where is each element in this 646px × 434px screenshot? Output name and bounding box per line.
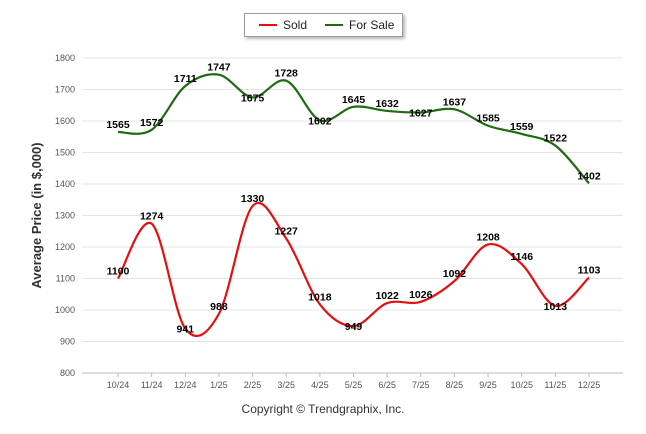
data-label-sold: 1100 [107, 266, 130, 278]
x-tick-label: 5/25 [345, 380, 363, 390]
x-tick-label: 10/25 [510, 380, 533, 390]
data-label-for-sale: 1627 [409, 107, 433, 119]
data-label-for-sale: 1632 [375, 98, 399, 110]
data-label-sold: 1274 [140, 211, 164, 223]
legend-label-sold: Sold [283, 18, 308, 32]
data-label-for-sale: 1585 [476, 113, 500, 125]
series-lines [117, 73, 590, 337]
gridlines [82, 57, 623, 374]
data-label-for-sale: 1402 [577, 170, 601, 182]
data-label-sold: 1013 [544, 301, 568, 313]
chart-legend: Sold For Sale [244, 13, 403, 37]
y-tick-label: 1000 [55, 305, 75, 315]
legend-swatch-for-sale [325, 24, 344, 26]
y-tick-label: 1200 [55, 242, 75, 252]
data-label-for-sale: 1637 [443, 96, 467, 108]
x-tick-label: 2/25 [244, 380, 262, 390]
x-tick-label: 4/25 [311, 380, 329, 390]
data-label-sold: 949 [345, 321, 363, 333]
x-tick-label: 9/25 [479, 380, 497, 390]
data-label-for-sale: 1645 [342, 94, 366, 106]
copyright-text: Copyright © Trendgraphix, Inc. [241, 402, 405, 416]
x-tick-label: 1/25 [210, 380, 228, 390]
data-label-for-sale: 1728 [275, 68, 299, 80]
data-label-for-sale: 1559 [510, 121, 534, 133]
data-label-sold: 1022 [375, 290, 399, 302]
data-label-for-sale: 1711 [174, 73, 197, 85]
x-tick-label: 12/25 [578, 380, 601, 390]
data-labels: 1100 1274 941 988 1330 1227 1018 949 1022 1026 109… [106, 62, 601, 336]
legend-item-sold[interactable]: Sold [259, 18, 307, 32]
data-label-for-sale: 1675 [241, 92, 265, 104]
x-tick-label: 12/24 [174, 380, 197, 390]
x-tick-label: 6/25 [378, 380, 396, 390]
data-label-for-sale: 1572 [140, 117, 164, 129]
data-label-sold: 1092 [443, 268, 467, 280]
data-label-sold: 988 [210, 301, 228, 313]
data-label-for-sale: 1747 [207, 62, 231, 74]
series-line-for-sale [117, 73, 590, 185]
data-label-sold: 1026 [409, 289, 433, 301]
y-axis-title: Average Price (in $,000) [29, 142, 44, 288]
data-label-for-sale: 1522 [544, 133, 568, 145]
x-tick-label: 11/25 [544, 380, 566, 390]
data-label-sold: 1146 [510, 251, 533, 263]
y-tick-label: 900 [60, 337, 75, 347]
y-tick-label: 1800 [55, 53, 75, 63]
data-label-sold: 1330 [241, 193, 265, 205]
x-tick-label: 10/24 [107, 380, 130, 390]
legend-label-for-sale: For Sale [349, 18, 395, 32]
x-tick-label: 11/24 [141, 380, 163, 390]
y-tick-label: 1600 [55, 116, 75, 126]
x-tick-label: 8/25 [446, 380, 464, 390]
legend-swatch-sold [259, 24, 277, 26]
y-tick-label: 1100 [56, 274, 75, 284]
data-label-for-sale: 1602 [308, 115, 332, 127]
x-tick-label: 7/25 [412, 380, 430, 390]
data-label-for-sale: 1565 [106, 119, 130, 131]
y-tick-label: 800 [60, 368, 75, 378]
y-tick-label: 1400 [55, 179, 75, 189]
data-label-sold: 1018 [308, 291, 332, 303]
y-tick-label: 1700 [55, 85, 75, 95]
data-label-sold: 1103 [578, 265, 601, 277]
legend-item-for-sale[interactable]: For Sale [325, 18, 394, 32]
y-tick-label: 1500 [55, 148, 75, 158]
data-label-sold: 1227 [275, 225, 299, 237]
y-tick-label: 1300 [55, 211, 75, 221]
data-label-sold: 1208 [476, 231, 500, 243]
axes: 800 900 1000 1100 1200 1300 1400 1500 1600 1700 18… [29, 53, 623, 390]
series-line-sold [117, 202, 590, 337]
data-label-sold: 941 [177, 324, 195, 336]
x-tick-label: 3/25 [277, 380, 295, 390]
